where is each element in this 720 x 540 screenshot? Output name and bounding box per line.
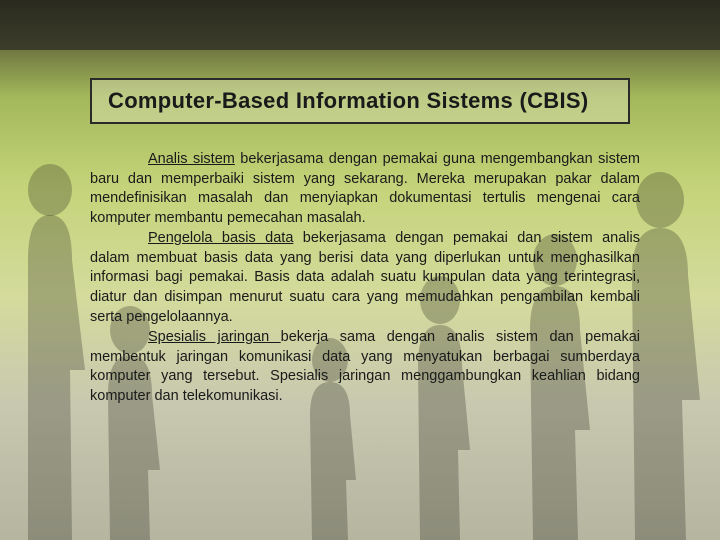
lead-term: Pengelola basis data: [148, 230, 293, 246]
slide-title: Computer-Based Information Sistems (CBIS…: [108, 88, 612, 114]
paragraph-3: Spesialis jaringan bekerja sama dengan a…: [90, 328, 640, 406]
top-bar: [0, 0, 720, 50]
lead-term: Spesialis jaringan: [148, 329, 281, 345]
title-box: Computer-Based Information Sistems (CBIS…: [90, 78, 630, 124]
paragraph-2: Pengelola basis data bekerjasama dengan …: [90, 229, 640, 327]
body-text: Analis sistem bekerjasama dengan pemakai…: [90, 150, 640, 407]
lead-term: Analis sistem: [148, 151, 235, 167]
paragraph-1: Analis sistem bekerjasama dengan pemakai…: [90, 150, 640, 228]
